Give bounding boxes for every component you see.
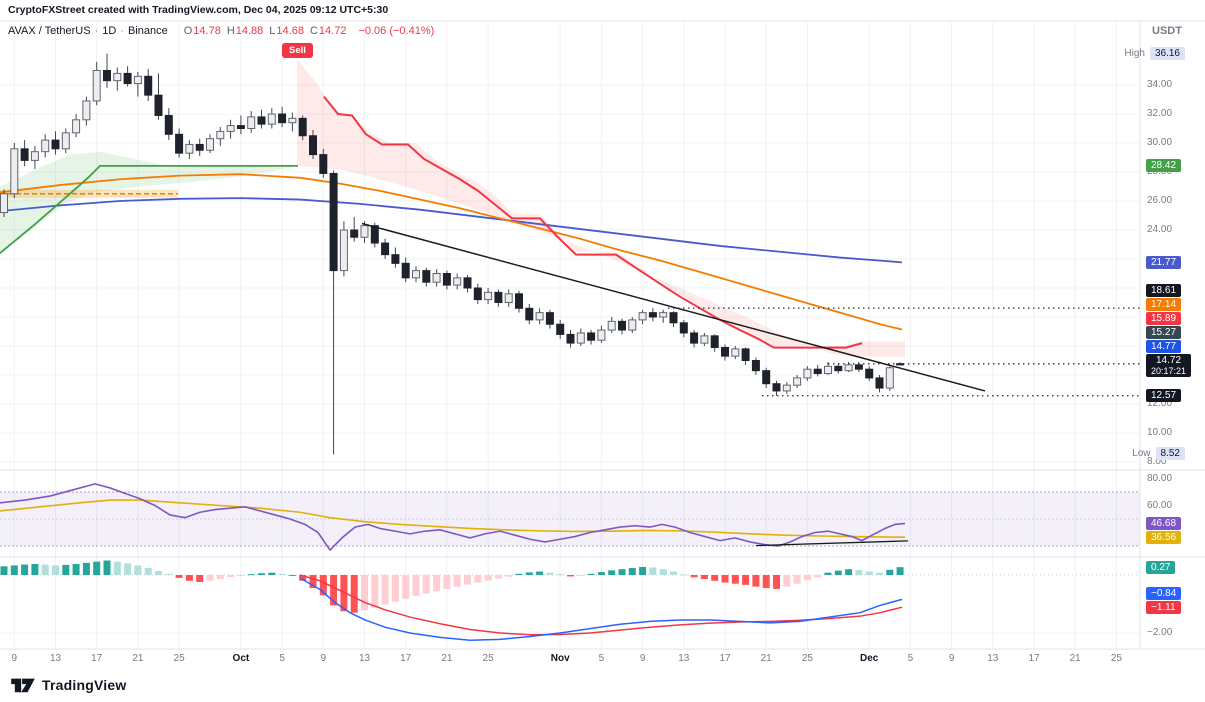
close-label: C [309, 25, 318, 37]
price-badge: 28.42 [1146, 159, 1182, 173]
countdown-timer: 20:17:21 [1151, 365, 1187, 376]
time-axis-label: 21 [441, 653, 453, 664]
price-badge: 14.72 20:17:21 [1146, 353, 1192, 377]
axis-tick: 8.00 [1147, 456, 1167, 467]
price-badge-row: 21.77 [1141, 255, 1205, 269]
price-badge-row: −1.11 [1141, 600, 1205, 614]
extreme-value: 36.16 [1149, 46, 1185, 60]
price-badge-row: 17.14 [1141, 297, 1205, 311]
high-label: H [226, 25, 235, 37]
legend-separator: · [94, 25, 99, 37]
price-badge-row: −0.84 [1141, 586, 1205, 600]
close-value: 14.72 [318, 25, 347, 37]
time-axis-label: 9 [948, 653, 955, 664]
price-badge-row: 15.27 [1141, 325, 1205, 339]
extreme-value: 8.52 [1155, 447, 1185, 461]
time-axis-label: 21 [1069, 653, 1081, 664]
time-axis-label: 5 [598, 653, 605, 664]
open-label: O [183, 25, 193, 37]
time-axis-label: 13 [358, 653, 371, 664]
extreme-label: High [1124, 47, 1145, 59]
time-axis-label: 13 [678, 653, 690, 664]
time-axis-label: 25 [173, 653, 185, 664]
price-badge: −1.11 [1146, 600, 1181, 614]
price-badge: 17.14 [1146, 297, 1182, 311]
time-axis-label: 5 [279, 653, 285, 664]
time-axis-label: 9 [639, 653, 646, 664]
time-axis-label: Dec [860, 653, 879, 664]
time-axis-label: Oct [232, 653, 250, 664]
price-badge: 14.77 [1146, 339, 1182, 353]
axis-tick: 24.00 [1147, 224, 1173, 235]
price-badge-row: 12.57 [1141, 389, 1205, 403]
price-badge: 0.27 [1146, 560, 1176, 574]
axis-tick: 60.00 [1147, 499, 1173, 511]
price-badge: 15.27 [1146, 325, 1182, 339]
low-label: L [269, 25, 276, 37]
price-badge-row: 14.72 20:17:21 [1141, 353, 1205, 377]
time-axis-label: 17 [1028, 653, 1040, 664]
high-value: 14.88 [235, 25, 264, 37]
time-axis-label: 25 [482, 653, 494, 664]
axis-tick: 80.00 [1147, 472, 1173, 484]
price-badge: 46.68 [1146, 516, 1182, 530]
time-axis-label: 9 [320, 653, 327, 664]
time-axis-label: 21 [760, 653, 772, 664]
axis-tick: 12.00 [1147, 398, 1173, 409]
legend-separator: · [120, 25, 124, 37]
axis-extreme: High 36.16 [1085, 46, 1185, 60]
price-badge-row: 46.68 [1141, 516, 1205, 530]
time-axis-label: 9 [11, 653, 18, 664]
time-axis-label: 13 [49, 653, 62, 664]
price-badge: 21.77 [1146, 255, 1182, 269]
time-axis-label: Nov [550, 653, 570, 664]
axis-tick: 30.00 [1147, 137, 1173, 148]
price-badge-row: 18.61 [1141, 283, 1205, 297]
price-badge-row: 28.42 [1141, 159, 1205, 173]
tradingview-wordmark: TradingView [42, 677, 127, 693]
time-axis-label: 13 [987, 653, 999, 664]
time-axis-label: 17 [719, 653, 731, 664]
axis-tick: 26.00 [1147, 195, 1173, 206]
low-value: 14.68 [276, 25, 304, 37]
price-badge: −0.84 [1146, 586, 1182, 600]
exchange-label: Binance [127, 25, 168, 37]
axis-tick: −2.00 [1147, 627, 1173, 638]
axis-tick: 10.00 [1147, 427, 1173, 438]
time-axis-label: 21 [132, 653, 144, 664]
price-badge-row: 15.89 [1141, 311, 1205, 325]
attribution-text: CryptoFXStreet created with TradingView.… [8, 4, 389, 16]
chart-canvas[interactable] [0, 0, 1205, 668]
time-axis-label: 17 [400, 653, 412, 664]
price-badge-row: 0.27 [1141, 560, 1205, 574]
axis-tick: 34.00 [1147, 79, 1173, 90]
price-badge: 15.89 [1146, 311, 1182, 325]
price-badge: 12.57 [1146, 389, 1182, 403]
timeframe-label: 1D [102, 25, 117, 37]
time-axis-label: 25 [1110, 653, 1122, 664]
price-badge-row: 36.56 [1141, 530, 1205, 544]
symbol-name: AVAX / TetherUS [8, 25, 91, 37]
time-axis-label: 25 [801, 653, 813, 664]
tradingview-logo-icon [11, 678, 35, 693]
time-axis-label: 17 [91, 653, 103, 664]
change-value: −0.06 (−0.41%) [358, 25, 435, 37]
ohlc-values: O 14.78 H 14.88 L 14.68 C 14.72 [178, 25, 347, 37]
price-badge: 36.56 [1146, 530, 1182, 544]
time-axis-label: 5 [907, 653, 914, 664]
quote-currency-label: USDT [1152, 25, 1182, 37]
axis-extreme: Low 8.52 [1085, 447, 1185, 461]
price-badge: 18.61 [1146, 283, 1182, 297]
sell-marker: Sell [282, 42, 313, 58]
tradingview-branding[interactable]: TradingView [10, 675, 126, 695]
price-badge-row: 14.77 [1141, 339, 1205, 353]
open-value: 14.78 [193, 25, 221, 37]
axis-tick: 32.00 [1147, 108, 1173, 119]
extreme-label: Low [1132, 448, 1151, 460]
